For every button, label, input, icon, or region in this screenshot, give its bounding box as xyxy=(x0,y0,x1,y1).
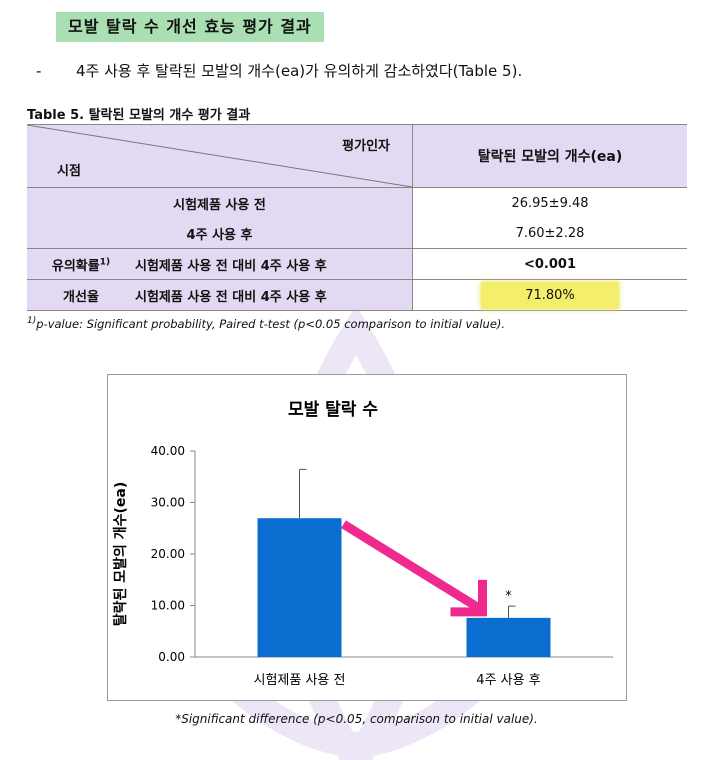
x-tick-label: 4주 사용 후 xyxy=(476,673,540,688)
row-label: 시험제품 사용 전 xyxy=(27,187,413,218)
table-row: 4주 사용 후 7.60±2.28 xyxy=(27,218,687,249)
row-label-cell: 유의확률1) 시험제품 사용 전 대비 4주 사용 후 xyxy=(27,248,413,280)
section-heading: 모발 탈락 수 개선 효능 평가 결과 xyxy=(56,12,324,42)
evaluation-table: 평가인자 시점 탈락된 모발의 개수(ea) 시험제품 사용 전 26.95±9… xyxy=(27,124,687,311)
bullet-text: 4주 사용 후 탈락된 모발의 개수(ea)가 유의하게 감소하였다(Table… xyxy=(76,62,523,80)
x-tick-label: 시험제품 사용 전 xyxy=(254,673,346,688)
decrease-arrow-head xyxy=(450,579,487,617)
header-count-label: 탈락된 모발의 개수(ea) xyxy=(412,124,687,188)
row-value-cell: 71.80% xyxy=(412,279,687,311)
y-tick-label: 30.00 xyxy=(151,496,185,510)
table-row: 유의확률1) 시험제품 사용 전 대비 4주 사용 후 <0.001 xyxy=(27,248,687,280)
table-row: 시험제품 사용 전 26.95±9.48 xyxy=(27,187,687,218)
row-label: 4주 사용 후 xyxy=(27,218,413,249)
bullet-dash: - xyxy=(36,62,42,80)
table-footnote: 1)p-value: Significant probability, Pair… xyxy=(27,316,506,331)
row-label: 개선율 xyxy=(63,289,99,305)
improvement-rate-highlight: 71.80% xyxy=(481,281,619,309)
row-value: 7.60±2.28 xyxy=(412,218,687,249)
bar xyxy=(257,518,342,657)
row-value: <0.001 xyxy=(412,248,687,280)
result-bullet: - 4주 사용 후 탈락된 모발의 개수(ea)가 유의하게 감소하였다(Tabl… xyxy=(36,60,522,81)
significance-marker: * xyxy=(505,589,512,604)
bar xyxy=(466,617,551,657)
row-label: 유의확률1) xyxy=(51,257,111,274)
row-value: 26.95±9.48 xyxy=(412,187,687,218)
row-label-cell: 개선율 시험제품 사용 전 대비 4주 사용 후 xyxy=(27,279,413,311)
chart-title: 모발 탈락 수 xyxy=(288,399,378,420)
table-row: 개선율 시험제품 사용 전 대비 4주 사용 후 71.80% xyxy=(27,279,687,311)
y-tick-label: 20.00 xyxy=(151,547,185,561)
header-time-label: 시점 xyxy=(57,164,81,179)
y-tick-label: 0.00 xyxy=(158,650,185,664)
row-description: 시험제품 사용 전 대비 4주 사용 후 xyxy=(135,258,327,274)
decrease-arrow xyxy=(341,520,481,612)
y-tick-label: 40.00 xyxy=(151,444,185,458)
chart-note: *Significant difference (p<0.05, compari… xyxy=(175,712,538,726)
diagonal-line xyxy=(27,125,412,187)
y-axis-label: 탈락된 모발의 개수(ea) xyxy=(112,482,129,627)
table-title: Table 5. 탈락된 모발의 개수 평가 결과 xyxy=(27,108,251,123)
table-header-diagonal-cell: 평가인자 시점 xyxy=(27,124,413,188)
y-tick-label: 10.00 xyxy=(151,599,185,613)
header-factor-label: 평가인자 xyxy=(342,139,390,154)
row-description: 시험제품 사용 전 대비 4주 사용 후 xyxy=(135,289,327,305)
